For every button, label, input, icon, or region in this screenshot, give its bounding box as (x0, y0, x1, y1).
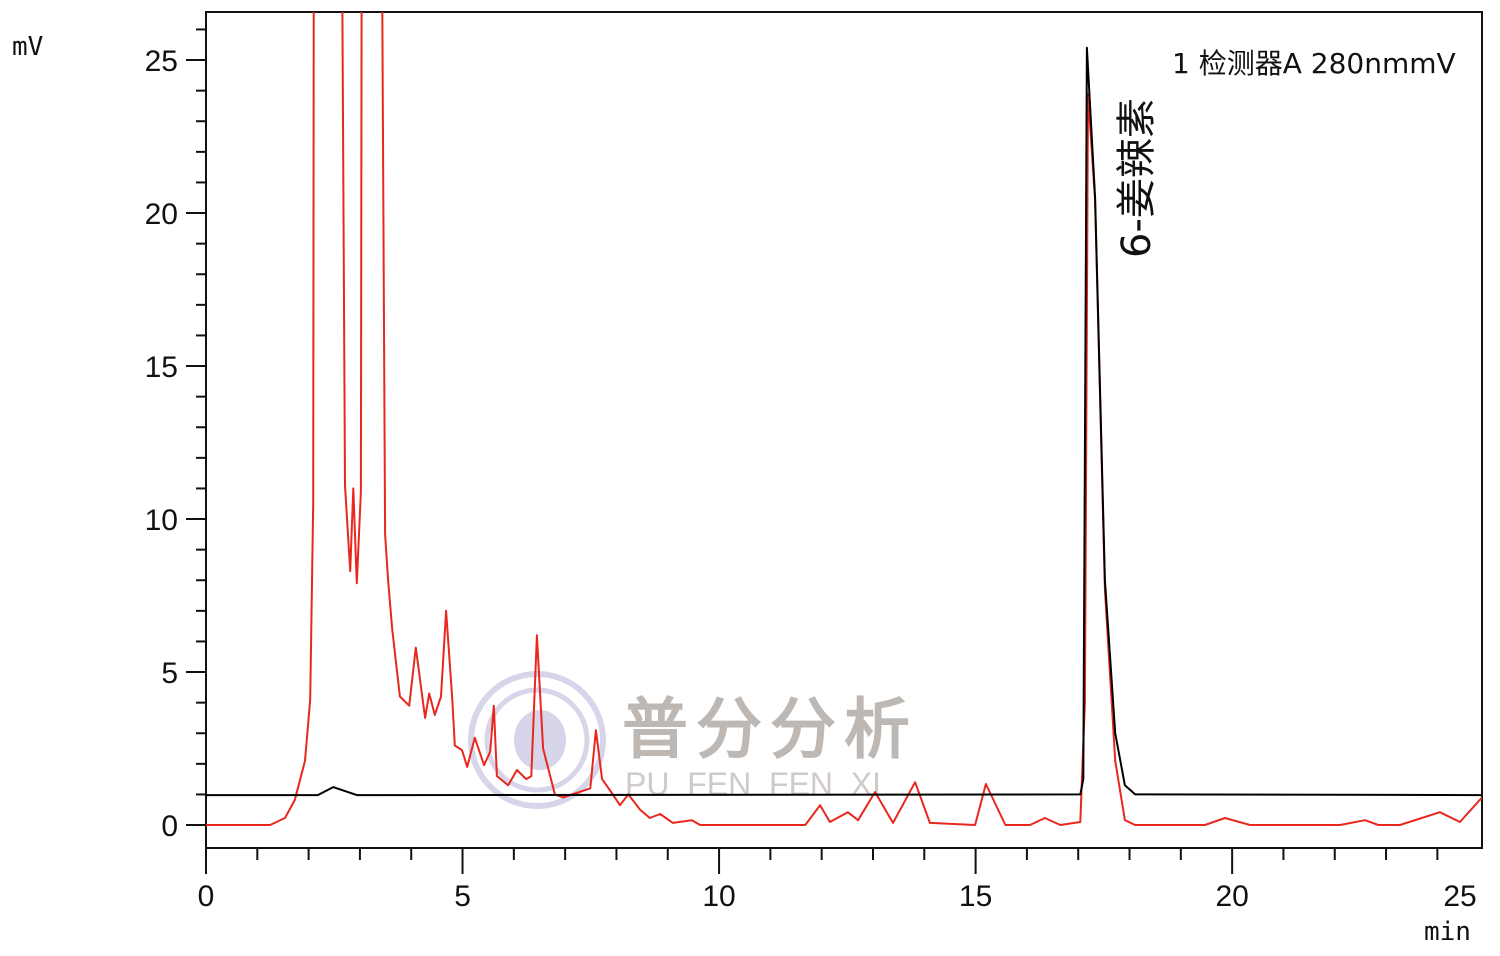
x-tick-label: 25 (1443, 880, 1476, 913)
x-tick-label: 5 (454, 880, 471, 913)
watermark-text-pinyin: PU FEN FEN XI (625, 766, 881, 802)
plot-frame (205, 11, 1483, 849)
y-axis: 0 5 10 15 20 25 (145, 28, 206, 843)
x-axis: 0 5 10 15 20 25 (198, 848, 1477, 913)
y-tick-label: 25 (145, 45, 178, 78)
x-tick-label: 20 (1215, 880, 1248, 913)
x-tick-label: 15 (959, 880, 992, 913)
standard-trace-black (206, 46, 1482, 797)
peak-label-6-gingerol: 6-姜辣素 (1114, 98, 1160, 258)
y-tick-label: 10 (145, 504, 178, 537)
y-tick-label: 0 (161, 810, 178, 843)
y-tick-label: 15 (145, 351, 178, 384)
watermark: 普分分析 PU FEN FEN XI (468, 671, 918, 809)
watermark-ring-inner (484, 687, 590, 793)
x-axis-label: min (1424, 917, 1471, 947)
watermark-logo-mark (514, 710, 566, 770)
watermark-text-cn: 普分分析 (622, 691, 918, 768)
watermark-ring-outer (468, 671, 606, 809)
y-axis-label: mV (12, 32, 43, 62)
y-tick-label: 20 (145, 198, 178, 231)
series-group (206, 12, 1482, 826)
x-tick-label: 10 (702, 880, 735, 913)
y-tick-label: 5 (161, 657, 178, 690)
x-tick-label: 0 (198, 880, 215, 913)
detector-legend: 1 检测器A 280nmmV (1172, 47, 1456, 80)
